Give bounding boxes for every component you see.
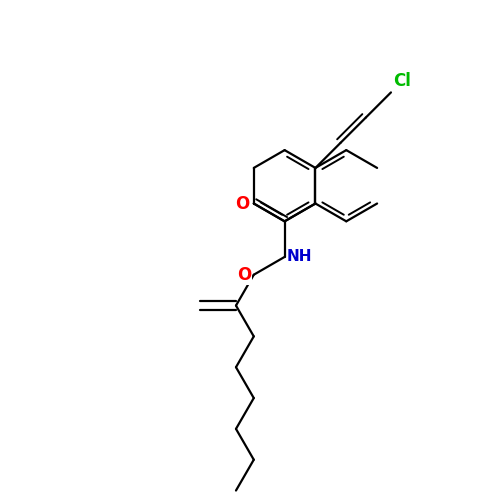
Text: O: O (237, 266, 252, 283)
Text: Cl: Cl (394, 72, 411, 90)
Text: NH: NH (287, 250, 312, 264)
Text: O: O (236, 194, 250, 212)
